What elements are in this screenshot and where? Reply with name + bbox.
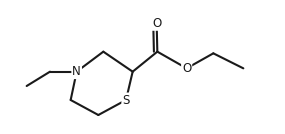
Text: S: S (122, 94, 130, 107)
Text: O: O (152, 17, 161, 30)
Text: N: N (72, 65, 81, 78)
Text: O: O (182, 62, 191, 75)
